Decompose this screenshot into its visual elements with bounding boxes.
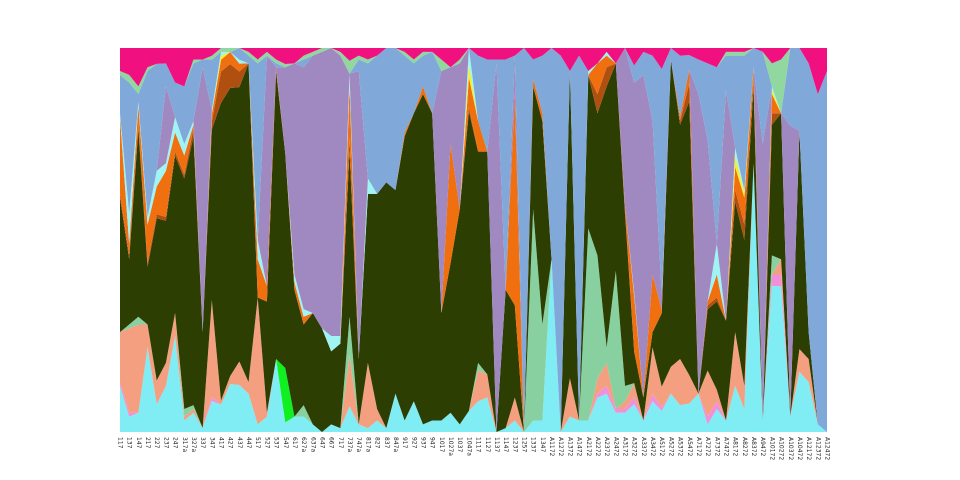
- x-tick-label: A10172: [768, 437, 775, 460]
- x-tick-label: 917: [401, 437, 408, 449]
- x-tick-label: 1047a: [465, 437, 472, 456]
- area-series-steel_blue: [120, 48, 827, 432]
- x-tick-label: 327a: [190, 437, 197, 452]
- x-tick-label: 517: [254, 437, 261, 449]
- x-tick-label: 737a: [346, 437, 353, 452]
- x-axis: 117 137 147 217 227 237 247 317a 327a 337 347 417 42…: [117, 437, 831, 460]
- x-tick-label: 317a: [181, 437, 188, 452]
- x-tick-label: A12472: [824, 437, 831, 460]
- area-series-orange: [120, 52, 827, 432]
- x-tick-label: 627a: [300, 437, 307, 452]
- x-tick-label: A10272: [778, 437, 785, 460]
- x-tick-label: A5472: [686, 437, 693, 457]
- plot-area: [120, 48, 827, 433]
- x-tick-label: 1147: [502, 437, 509, 452]
- x-tick-label: 347: [208, 437, 215, 449]
- area-series-magenta: [120, 48, 827, 95]
- x-tick-label: 1027a: [447, 437, 454, 456]
- x-tick-label: 617: [291, 437, 298, 449]
- x-tick-label: 1237: [511, 437, 518, 452]
- x-tick-label: A3472: [649, 437, 656, 457]
- x-tick-label: A5272: [667, 437, 674, 457]
- x-tick-label: A1172: [548, 437, 555, 457]
- x-tick-label: A2272: [594, 437, 601, 457]
- x-tick-label: 247: [172, 437, 179, 449]
- x-tick-label: 447: [245, 437, 252, 449]
- x-tick-label: 427: [227, 437, 234, 449]
- x-tick-label: 437: [236, 437, 243, 449]
- x-tick-label: A2172: [585, 437, 592, 457]
- area-series-cyan_base: [120, 163, 827, 432]
- x-tick-label: 537: [273, 437, 280, 449]
- x-tick-label: A7372: [713, 437, 720, 457]
- x-tick-label: 237: [162, 437, 169, 449]
- x-tick-label: 527: [263, 437, 270, 449]
- x-tick-label: 117: [117, 437, 124, 449]
- x-tick-label: 1037: [456, 437, 463, 452]
- x-tick-label: A3372: [640, 437, 647, 457]
- x-tick-label: A8172: [732, 437, 739, 457]
- x-tick-label: 637a: [309, 437, 316, 452]
- x-tick-label: A1372: [566, 437, 573, 457]
- x-tick-label: 147: [135, 437, 142, 449]
- x-tick-label: 137: [126, 437, 133, 449]
- x-tick-label: A8372: [750, 437, 757, 457]
- x-tick-label: A3172: [622, 437, 629, 457]
- x-tick-label: A1472: [576, 437, 583, 457]
- x-tick-label: 837: [383, 437, 390, 449]
- x-tick-label: 947: [429, 437, 436, 449]
- x-tick-label: 827: [374, 437, 381, 449]
- x-tick-label: 717: [337, 437, 344, 449]
- x-tick-label: A9472: [759, 437, 766, 457]
- x-tick-label: 1347: [539, 437, 546, 452]
- x-tick-label: A12372: [814, 437, 821, 460]
- x-tick-label: A3272: [631, 437, 638, 457]
- x-tick-label: A5172: [658, 437, 665, 457]
- area-series-dark_green: [120, 59, 827, 433]
- x-tick-label: A7472: [723, 437, 730, 457]
- x-tick-label: 547: [282, 437, 289, 449]
- x-tick-label: 337: [199, 437, 206, 449]
- x-tick-label: 217: [144, 437, 151, 449]
- x-tick-label: A8272: [741, 437, 748, 457]
- x-tick-label: 1257: [521, 437, 528, 452]
- area-series-lavender: [120, 48, 827, 432]
- x-tick-label: 1127: [484, 437, 491, 452]
- x-tick-label: A12172: [805, 437, 812, 460]
- x-tick-label: 647: [319, 437, 326, 449]
- x-tick-label: A2372: [603, 437, 610, 457]
- x-tick-label: 417: [218, 437, 225, 449]
- x-tick-label: 1137: [493, 437, 500, 452]
- x-tick-label: A10372: [787, 437, 794, 460]
- x-tick-label: 927: [410, 437, 417, 449]
- x-tick-label: 817a: [364, 437, 371, 452]
- x-tick-label: 847a: [392, 437, 399, 452]
- x-tick-label: 667: [328, 437, 335, 449]
- x-tick-label: 1117: [475, 437, 482, 452]
- x-tick-label: 1017: [438, 437, 445, 452]
- x-tick-label: A5372: [677, 437, 684, 457]
- x-tick-label: 227: [153, 437, 160, 449]
- x-tick-label: A2472: [612, 437, 619, 457]
- x-tick-label: 1337: [530, 437, 537, 452]
- x-tick-label: A7272: [704, 437, 711, 457]
- x-tick-label: 747a: [355, 437, 362, 452]
- x-tick-label: 937: [420, 437, 427, 449]
- x-tick-label: A1272: [557, 437, 564, 457]
- x-tick-label: A10472: [796, 437, 803, 460]
- x-tick-label: A7172: [695, 437, 702, 457]
